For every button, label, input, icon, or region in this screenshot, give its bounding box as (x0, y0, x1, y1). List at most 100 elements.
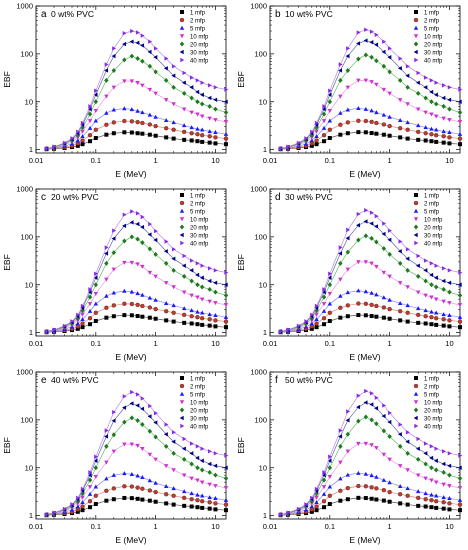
data-point (93, 109, 99, 114)
data-point (314, 495, 319, 500)
data-point (338, 476, 343, 481)
legend-label: 20 mfp (424, 42, 443, 48)
data-point (87, 133, 93, 138)
data-point (52, 144, 57, 149)
data-point (140, 240, 145, 246)
data-point (213, 301, 218, 306)
data-point (327, 99, 333, 105)
data-point (88, 287, 93, 292)
data-point (416, 253, 421, 259)
data-point (148, 221, 153, 227)
data-point (429, 492, 434, 497)
chart-panel-e: 0.01 0.1 1 10 1 10 100 1000 E (MeV) EBF e 40 wt% PV… (2, 368, 229, 545)
data-point (387, 251, 392, 257)
data-point (104, 122, 109, 127)
data-point (199, 101, 205, 107)
x-tick-label: 0.01 (29, 339, 44, 348)
x-tick-label: 10 (211, 156, 219, 165)
data-point (135, 30, 140, 35)
data-point (207, 95, 212, 101)
data-point (223, 292, 229, 298)
data-point (447, 451, 452, 456)
data-point (199, 114, 205, 119)
data-point (189, 321, 194, 326)
data-point (415, 90, 421, 96)
data-point (327, 301, 333, 306)
data-point (338, 277, 343, 282)
data-point (122, 223, 127, 229)
data-point (356, 41, 361, 46)
data-point (129, 415, 135, 421)
data-point (153, 55, 158, 60)
data-point (163, 464, 169, 469)
data-point (147, 63, 153, 69)
data-point (52, 327, 57, 332)
data-point (207, 323, 212, 328)
data-point (195, 78, 200, 83)
panel-title: 50 wt% PVC (285, 375, 333, 385)
data-point (457, 303, 463, 308)
data-point (135, 131, 140, 136)
data-point (104, 245, 109, 250)
data-point (189, 138, 194, 143)
data-point (200, 446, 205, 451)
data-point (374, 214, 379, 219)
data-point (122, 471, 127, 476)
data-point (182, 312, 187, 318)
data-point (213, 85, 218, 90)
data-point (130, 28, 135, 34)
data-point (213, 318, 218, 323)
data-point (381, 452, 387, 457)
data-point (369, 235, 374, 241)
data-point (122, 419, 127, 425)
data-point (93, 465, 99, 471)
data-point (135, 221, 140, 227)
data-point (345, 120, 350, 125)
legend-marker (180, 423, 185, 429)
data-point (322, 287, 327, 292)
x-tick-label: 10 (445, 522, 453, 531)
data-point (434, 263, 439, 268)
data-point (364, 388, 369, 394)
data-point (278, 512, 283, 517)
series-line (46, 30, 227, 149)
legend-label: 20 mfp (190, 42, 209, 48)
data-point (327, 318, 332, 323)
minor-ticks (36, 6, 226, 153)
data-point (327, 275, 332, 280)
data-point (163, 98, 169, 103)
data-point (111, 85, 117, 90)
data-point (200, 322, 205, 327)
data-point (171, 486, 176, 491)
data-point (195, 492, 200, 497)
data-point (328, 271, 333, 276)
data-point (195, 444, 200, 449)
legend-marker (413, 208, 419, 213)
data-point (164, 318, 169, 323)
data-point (164, 126, 169, 131)
data-point (199, 284, 205, 290)
data-point (163, 483, 169, 488)
data-point (140, 214, 145, 220)
x-tick-label: 1 (154, 522, 158, 531)
data-point (447, 507, 452, 512)
data-point (207, 299, 212, 304)
data-point (153, 123, 158, 129)
data-point (112, 228, 117, 233)
data-point (189, 461, 194, 467)
data-point (153, 316, 158, 321)
data-point (200, 316, 205, 321)
y-axis-label: EBF (2, 254, 12, 271)
data-point (458, 325, 462, 330)
data-point (171, 84, 176, 90)
data-point (135, 56, 140, 62)
data-point (356, 393, 361, 398)
series-5-mfp (44, 106, 229, 151)
data-point (87, 477, 93, 483)
data-point (93, 484, 99, 489)
legend-label: 5 mfp (190, 26, 206, 32)
y-tick-label: 10 (259, 463, 267, 472)
data-point (104, 62, 109, 67)
x-tick-label: 0.01 (263, 522, 278, 531)
data-point (321, 106, 326, 112)
